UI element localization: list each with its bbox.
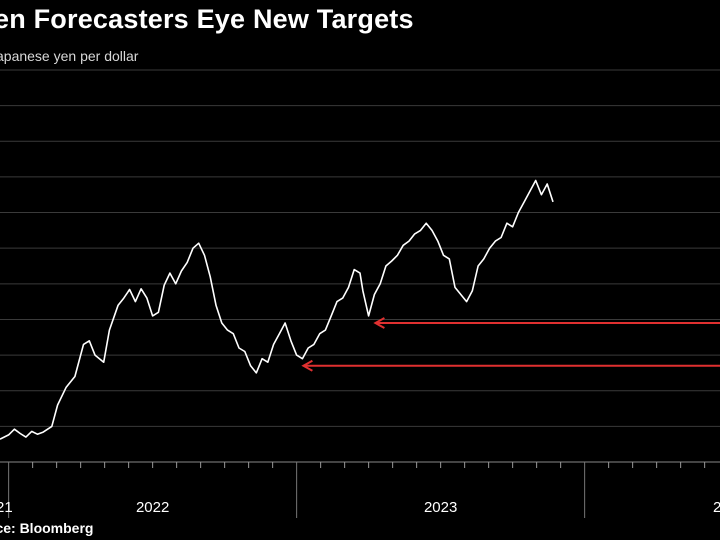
chart-subtitle: apanese yen per dollar	[0, 48, 139, 64]
target-arrow	[373, 317, 720, 329]
series-group	[0, 179, 554, 440]
x-tick-label: 21	[0, 499, 13, 516]
gridlines	[0, 69, 720, 463]
target-arrow	[301, 359, 720, 372]
x-tick-label: 2022	[136, 499, 169, 516]
x-tick-label: 2023	[424, 499, 457, 516]
x-tick-label: 2	[713, 499, 720, 516]
chart-title: en Forecasters Eye New Targets	[0, 4, 414, 34]
x-axis: 21 2022 2023 2	[0, 461, 720, 518]
source-note: rce: Bloomberg	[0, 520, 94, 536]
usdjpy-series-line	[0, 179, 554, 440]
target-arrows	[301, 317, 720, 372]
